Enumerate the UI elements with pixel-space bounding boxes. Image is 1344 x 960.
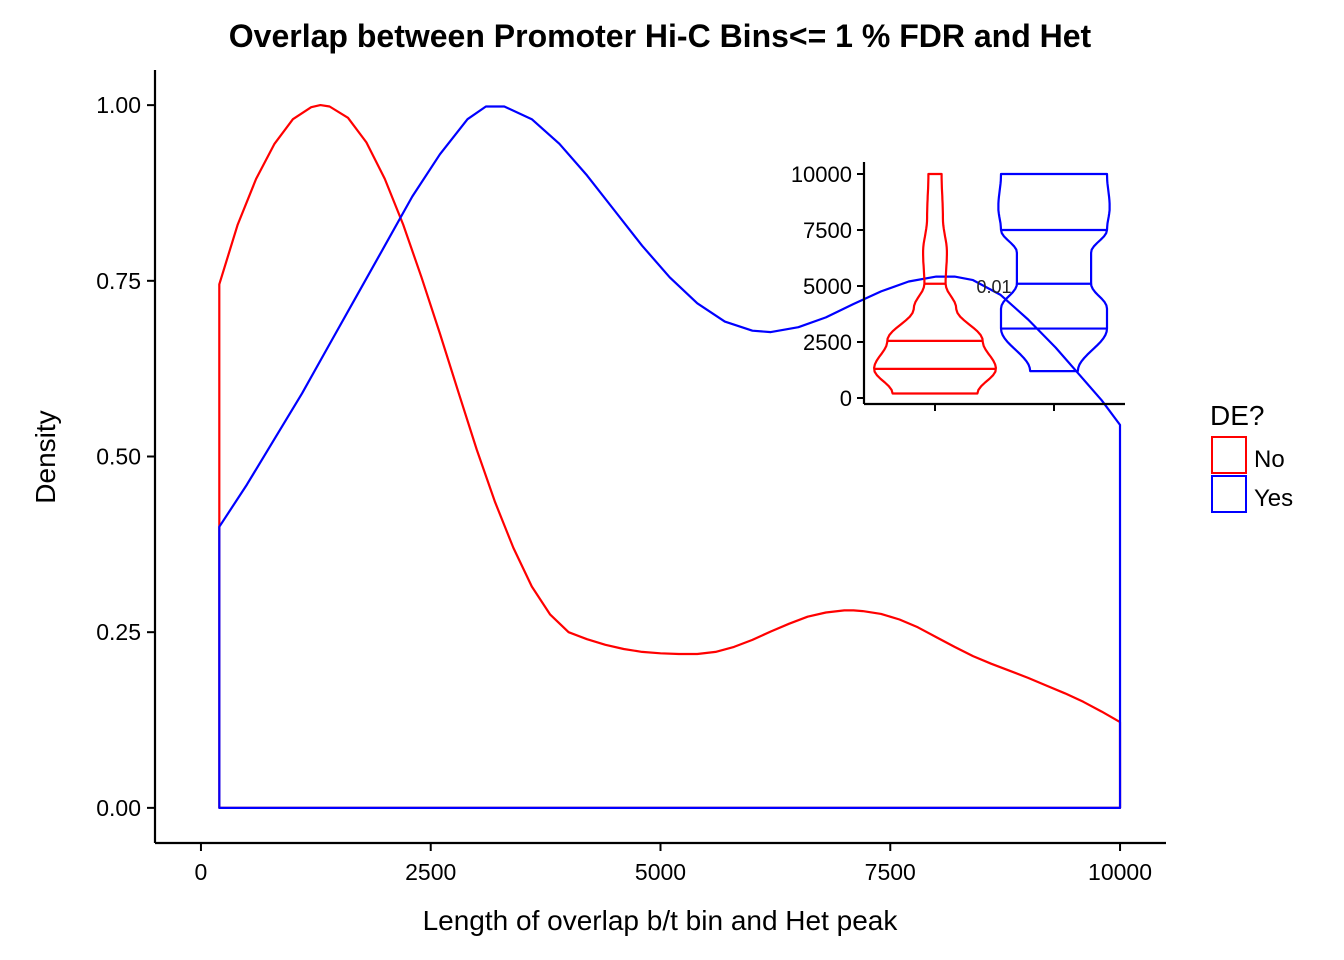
legend: DE? No Yes (1210, 400, 1293, 513)
legend-key-yes (1211, 475, 1247, 513)
y-axis-title: Density (30, 410, 61, 503)
p-value-annotation: 0.01 (976, 277, 1011, 297)
density-series (218, 104, 1122, 809)
density-curve-yes (218, 105, 1122, 809)
inset-violins (873, 172, 1111, 395)
inset-y-tick-label: 5000 (803, 274, 852, 299)
inset-axis-ticks: 0 2500 5000 7500 10000 (791, 162, 1055, 411)
legend-title: DE? (1210, 400, 1264, 431)
violin-no (873, 172, 997, 395)
y-tick-label: 0.75 (96, 268, 141, 294)
inset-y-tick-label: 2500 (803, 330, 852, 355)
chart-title: Overlap between Promoter Hi-C Bins<= 1 %… (229, 18, 1092, 54)
inset-violin-plot: 0 2500 5000 7500 10000 0.01 (791, 162, 1125, 411)
y-tick-label: 0.00 (96, 795, 141, 821)
x-tick-label: 5000 (635, 859, 686, 885)
x-axis-title: Length of overlap b/t bin and Het peak (423, 905, 899, 936)
x-tick-label: 2500 (405, 859, 456, 885)
legend-label-yes: Yes (1254, 485, 1293, 512)
y-tick-label: 0.50 (96, 444, 141, 470)
x-tick-label: 7500 (865, 859, 916, 885)
violin-yes (997, 172, 1111, 373)
main-axis-ticks: 0 2500 5000 7500 10000 0.00 0.25 0.50 0.75 1.00 (96, 92, 1152, 885)
inset-y-tick-label: 0 (840, 386, 852, 411)
inset-y-tick-label: 7500 (803, 218, 852, 243)
x-tick-label: 10000 (1088, 859, 1152, 885)
legend-key-no (1211, 436, 1247, 474)
inset-y-tick-label: 10000 (791, 162, 852, 187)
x-tick-label: 0 (195, 859, 208, 885)
y-tick-label: 0.25 (96, 619, 141, 645)
legend-label-no: No (1254, 446, 1285, 473)
y-tick-label: 1.00 (96, 92, 141, 118)
density-curve-no (218, 104, 1122, 809)
